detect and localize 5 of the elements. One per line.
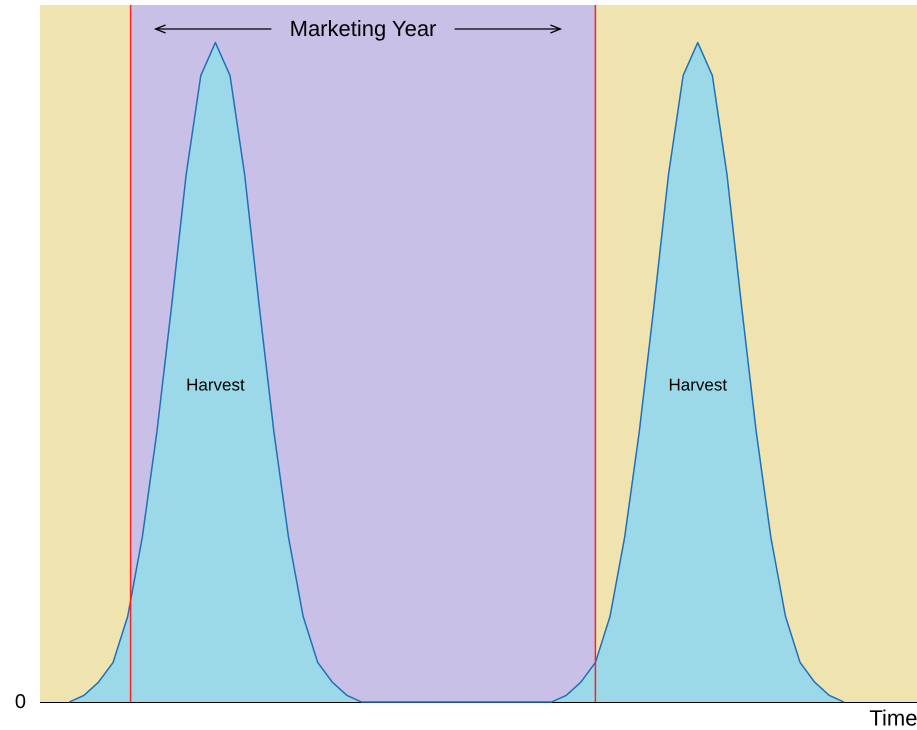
text: Marketing Year <box>290 16 436 41</box>
annotation: Harvest <box>186 375 245 394</box>
x-axis-title: Time <box>869 706 917 730</box>
text: 0 <box>14 691 26 713</box>
annotation: Harvest <box>668 375 728 394</box>
